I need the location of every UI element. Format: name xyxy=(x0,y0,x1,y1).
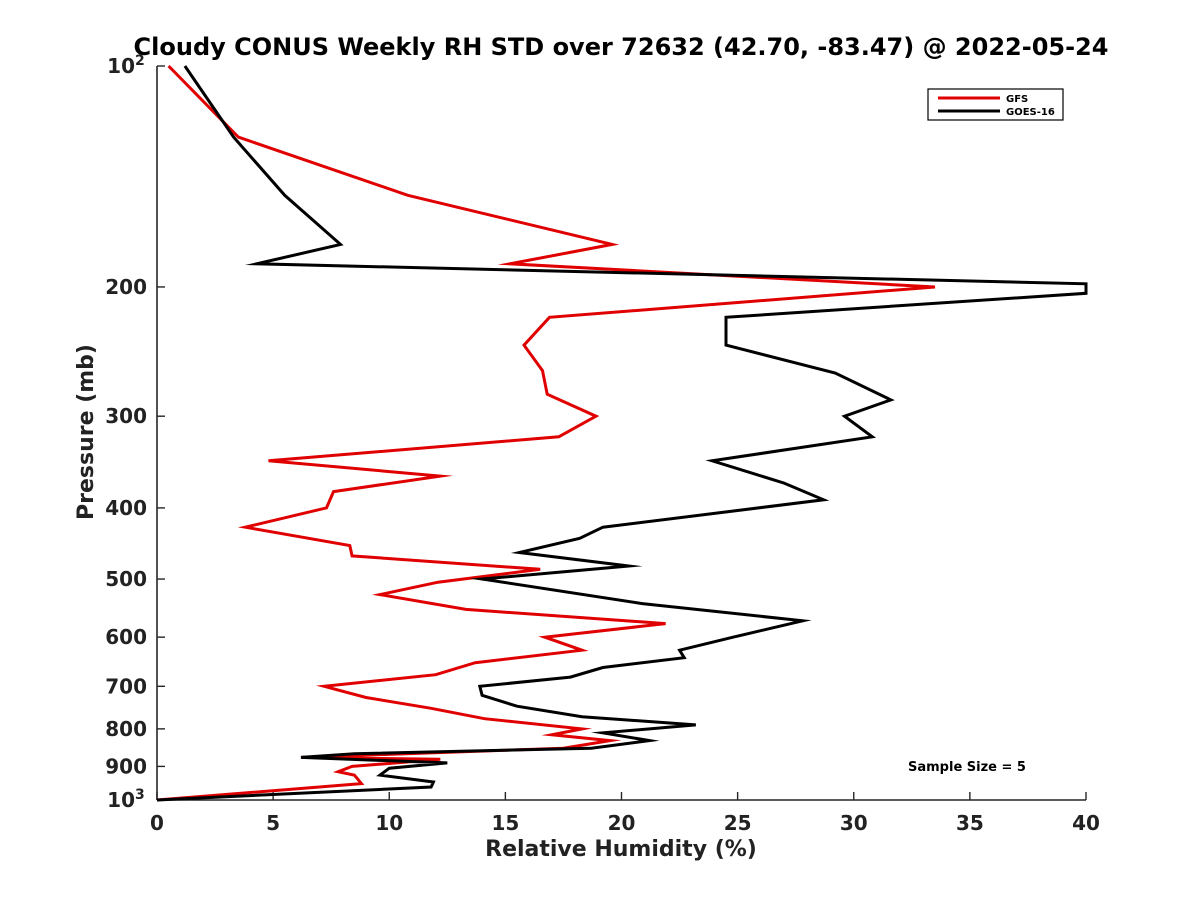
x-axis-label: Relative Humidity (%) xyxy=(485,837,757,862)
legend-label-gfs: GFS xyxy=(1006,94,1028,105)
y-tick-label: 10 xyxy=(107,54,135,78)
legend-box xyxy=(927,88,1064,121)
y-tick-label: 200 xyxy=(105,275,147,299)
x-tick-label: 35 xyxy=(956,811,984,835)
x-tick-label: 0 xyxy=(150,811,164,835)
y-tick-label: 300 xyxy=(105,404,147,428)
x-tick-label: 40 xyxy=(1072,811,1100,835)
y-tick-exponent: 3 xyxy=(135,787,145,803)
x-tick-label: 10 xyxy=(375,811,403,835)
series-layer xyxy=(156,64,1088,802)
y-tick-label: 600 xyxy=(105,625,147,649)
y-tick-label: 400 xyxy=(105,496,147,520)
y-tick-exponent: 2 xyxy=(135,53,145,69)
y-tick-label: 800 xyxy=(105,717,147,741)
sample-size-annotation: Sample Size = 5 xyxy=(908,760,1026,775)
x-tick-label: 5 xyxy=(266,811,280,835)
x-tick-label: 15 xyxy=(491,811,519,835)
x-tick-label: 20 xyxy=(608,811,636,835)
chart-title: Cloudy CONUS Weekly RH STD over 72632 (4… xyxy=(134,33,1109,61)
y-tick-label: 500 xyxy=(105,567,147,591)
x-tick-label: 25 xyxy=(724,811,752,835)
legend-label-goes-16: GOES-16 xyxy=(1006,107,1055,118)
series-line-gfs xyxy=(156,64,936,802)
y-axis-label: Pressure (mb) xyxy=(74,344,99,520)
y-tick-label: 700 xyxy=(105,674,147,698)
y-tick-label: 10 xyxy=(107,788,135,812)
series-line-goes-16 xyxy=(156,65,1088,802)
x-tick-label: 30 xyxy=(840,811,868,835)
legend: GFS GOES-16 xyxy=(927,88,1064,121)
y-tick-label: 900 xyxy=(105,754,147,778)
